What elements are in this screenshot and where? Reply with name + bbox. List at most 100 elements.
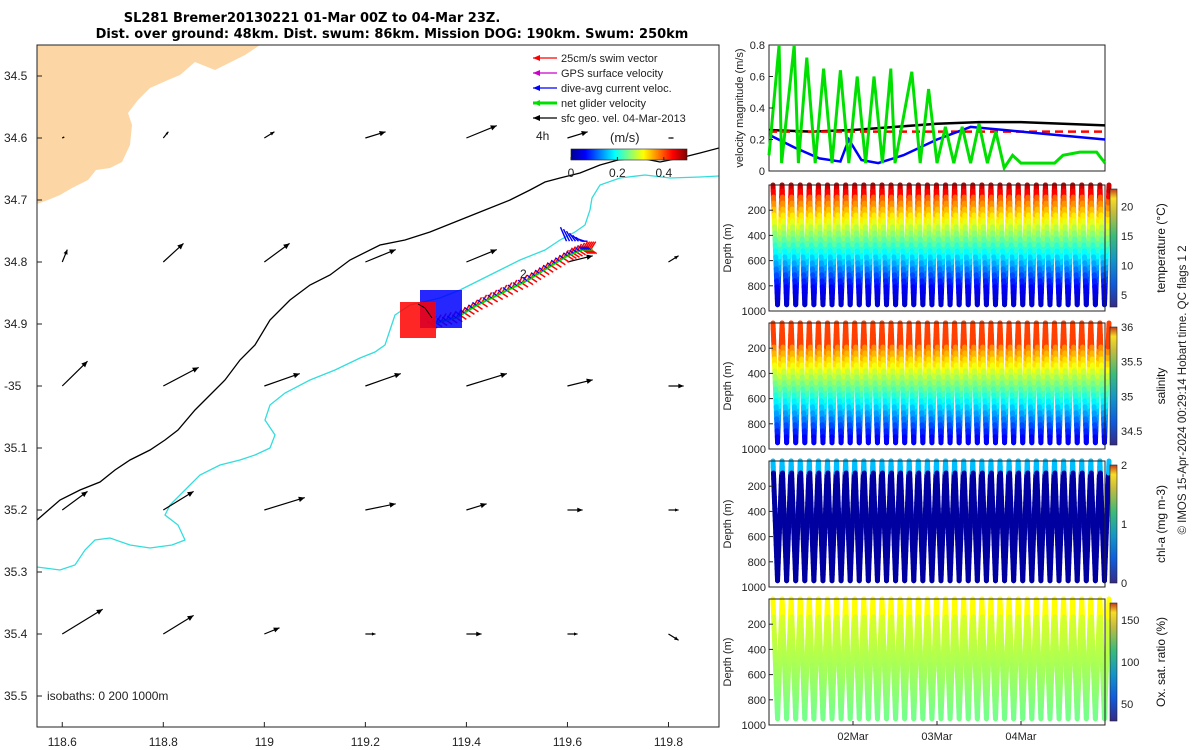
map-y-tick-label: 35.1 [4, 441, 28, 455]
sfc-vector-arrow [61, 360, 88, 387]
section-colorbar-label: salinity [1154, 368, 1168, 405]
legend-label: sfc geo. vel. 04-Mar-2013 [561, 113, 686, 125]
velocity-ylabel: velocity magnitude (m/s) [734, 48, 746, 167]
track-annotation: 2 [520, 267, 527, 281]
section-panel-oxygen-section: 200 400 600 800 1000 Depth (m) 50 100 150 Ox. sat… [722, 596, 1168, 732]
map-y-axis: 34.5 34.6 34.7 34.8 34.9 -35 35.1 35.2 35.3 35.4 3… [4, 69, 42, 703]
title-line-2: Dist. over ground: 48km. Dist. swum: 86k… [96, 27, 689, 42]
map-panel: 118.6 118.8 119 119.2 119.4 119.6 119.8 34.534… [4, 44, 720, 749]
sfc-vector-arrow [163, 366, 199, 387]
section-y-tick-label: 200 [748, 343, 766, 355]
isobaths-label: isobaths: 0 200 1000m [47, 689, 168, 703]
map-y-tick-label: 34.9 [4, 317, 28, 331]
section-colorbar-tick-label: 36 [1121, 322, 1133, 334]
section-colorbar-tick-label: 50 [1121, 699, 1133, 711]
glider-track [400, 226, 598, 338]
section-ylabel: Depth (m) [722, 224, 734, 273]
time-tick-label: 03Mar [921, 731, 953, 743]
section-y-tick-label: 200 [748, 205, 766, 217]
sfc-vector-arrow [466, 249, 497, 263]
map-y-tick-label: 34.8 [4, 255, 28, 269]
section-colorbar-tick-label: 15 [1121, 231, 1133, 243]
section-panel-temperature-section: 200 400 600 800 1000 Depth (m) 5 10 15 20 temperat… [722, 182, 1168, 318]
legend-entry: dive-avg current veloc. [533, 83, 672, 95]
sfc-vector-arrow [264, 627, 280, 635]
map-y-tick-label: 35.2 [4, 503, 28, 517]
section-panel-salinity-section: 200 400 600 800 1000 Depth (m) 34.5 35 35.5 36 sal… [722, 320, 1168, 456]
map-x-tick-label: 119.2 [351, 735, 380, 749]
legend-entry: 25cm/s swim vector [533, 53, 658, 65]
sfc-vector-arrow [61, 136, 65, 139]
section-y-tick-label: 1000 [742, 306, 766, 318]
sfc-vector-arrow [466, 502, 487, 511]
map-y-tick-label: 35.3 [4, 565, 28, 579]
sfc-vector-arrow [264, 373, 300, 387]
colorbar-gradient [570, 148, 688, 161]
section-colorbar-tick-label: 10 [1121, 261, 1133, 273]
section-y-tick-label: 600 [748, 394, 766, 406]
sfc-vector-arrow [466, 125, 497, 139]
land-polygon [37, 45, 260, 204]
section-colorbar-tick-label: 100 [1121, 657, 1139, 669]
isobath-1000m [37, 174, 719, 571]
sfc-vector-arrow [162, 242, 184, 263]
section-y-tick-label: 1000 [742, 582, 766, 594]
map-x-tick-label: 119.4 [452, 735, 481, 749]
sfc-vector-arrow [466, 372, 507, 387]
section-colorbar-tick-label: 20 [1121, 202, 1133, 214]
section-y-tick-label: 400 [748, 368, 766, 380]
sfc-vector-arrow [567, 130, 588, 139]
section-colorbar-label: chl-a (mg m-3) [1154, 485, 1168, 563]
map-frame [36, 44, 720, 728]
section-y-tick-label: 800 [748, 281, 766, 293]
map-y-tick-label: 34.7 [4, 193, 28, 207]
colorbar-tick-label: 0.2 [609, 166, 626, 180]
velocity-y-tick-label: 0 [759, 166, 765, 178]
velocity-panel: 0 0.2 0.4 0.6 0.8 velocity magnitude (m/s) [734, 40, 1107, 178]
section-colorbar-tick-label: 35.5 [1121, 357, 1142, 369]
colorbar-tick-label: 0 [568, 166, 575, 180]
sfc-vector-arrow [61, 608, 103, 635]
sfc-geo-vectors [61, 125, 684, 641]
section-colorbar-label: temperature (°C) [1154, 203, 1168, 293]
map-y-tick-label: -35 [4, 379, 22, 393]
sfc-vector-arrow [264, 496, 305, 511]
section-panel-chlorophyll-section: 200 400 600 800 1000 Depth (m) 0 1 2 chl-a (mg m-… [722, 458, 1168, 594]
map-y-tick-label: 35.4 [4, 627, 28, 641]
isobath-200m [37, 147, 719, 521]
velocity-y-tick-label: 0.8 [750, 40, 765, 52]
section-colorbar-tick-label: 35 [1121, 391, 1133, 403]
legend-label: dive-avg current veloc. [561, 83, 672, 95]
sfc-vector-arrow [365, 502, 396, 511]
map-y-tick-label: 35.5 [4, 689, 28, 703]
section-colorbar-tick-label: 1 [1121, 519, 1127, 531]
section-colorbar-tick-label: 34.5 [1121, 426, 1142, 438]
sfc-vector-arrow [567, 632, 578, 636]
sfc-vector-arrow [162, 614, 194, 635]
legend-label: net glider velocity [561, 98, 646, 110]
legend-entry: sfc geo. vel. 04-Mar-2013 [533, 113, 686, 125]
sfc-vector-arrow [263, 242, 290, 263]
colorbar-title: (m/s) [610, 130, 640, 145]
legend-entry: net glider velocity [533, 98, 646, 110]
velocity-y-tick-label: 0.6 [750, 72, 765, 84]
sfc-vector-arrow [162, 490, 194, 511]
section-colorbar-tick-label: 150 [1121, 615, 1139, 627]
section-ylabel: Depth (m) [722, 638, 734, 687]
sfc-vector-arrow [668, 633, 679, 641]
section-colorbar-tick-label: 5 [1121, 290, 1127, 302]
map-x-axis: 118.6 118.8 119 119.2 119.4 119.6 119.8 [48, 722, 683, 749]
map-x-tick-label: 118.6 [48, 735, 77, 749]
sfc-vector-arrow [264, 131, 275, 139]
sfc-vector-arrow [365, 130, 386, 139]
sfc-vector-arrow [365, 249, 396, 263]
legend-label: 25cm/s swim vector [561, 53, 658, 65]
velocity-series-dive-avg-current [768, 125, 1106, 165]
colorbar-tick-label: 0.4 [655, 166, 672, 180]
time-tick-label: 04Mar [1005, 731, 1037, 743]
section-y-tick-label: 600 [748, 256, 766, 268]
sfc-vector-arrow [365, 632, 376, 636]
map-y-tick-label: 34.6 [4, 131, 28, 145]
map-x-tick-label: 119.6 [553, 735, 582, 749]
section-y-tick-label: 1000 [742, 444, 766, 456]
